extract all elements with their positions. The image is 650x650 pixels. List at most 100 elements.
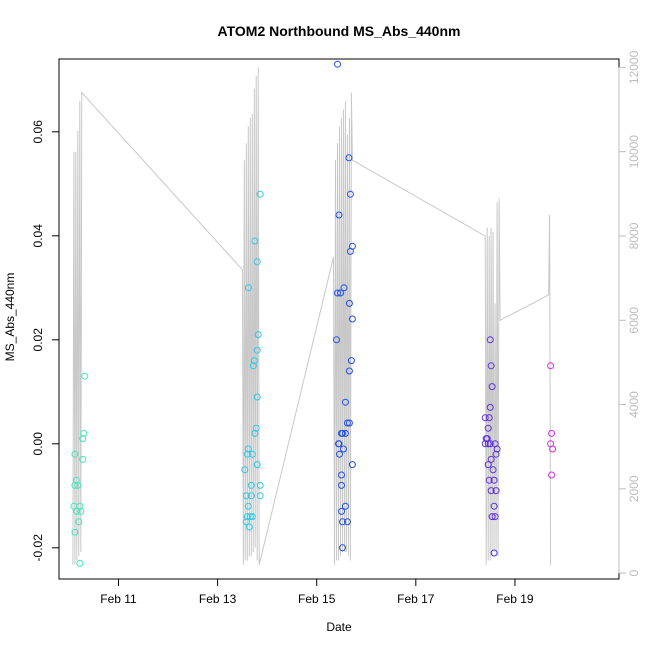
data-point: [244, 284, 252, 292]
data-point: [490, 549, 498, 557]
data-point: [73, 507, 81, 515]
data-point: [338, 471, 345, 479]
x-tick-label: Feb 17: [397, 592, 435, 606]
data-point: [248, 450, 256, 458]
data-point: [251, 429, 259, 437]
data-point: [249, 362, 257, 370]
data-point: [549, 445, 557, 453]
data-point: [548, 471, 556, 479]
data-point: [256, 190, 264, 198]
data-point: [487, 487, 495, 495]
data-point: [481, 440, 489, 448]
y-tick-label: 0.06: [31, 120, 45, 144]
y-axis-label: MS_Abs_440nm: [3, 273, 17, 362]
data-point: [343, 518, 351, 526]
data-point: [548, 429, 556, 437]
y2-tick-label: 0: [627, 569, 641, 576]
data-point: [348, 461, 356, 469]
data-point: [490, 476, 498, 484]
data-point: [492, 487, 500, 495]
data-point: [246, 513, 254, 521]
data-point: [341, 429, 349, 437]
data-point: [340, 284, 348, 292]
data-point: [339, 518, 346, 526]
y-tick-label: -0.02: [31, 534, 45, 562]
data-point: [253, 461, 261, 469]
data-point: [481, 414, 489, 422]
data-point: [242, 492, 250, 500]
data-point: [79, 455, 87, 463]
data-point: [345, 154, 353, 162]
secondary-trace-line: [72, 67, 552, 565]
data-point: [333, 336, 340, 344]
x-axis: Feb 11 Feb 13 Feb 15 Feb 17 Feb 19: [100, 578, 534, 606]
data-point: [484, 461, 492, 469]
data-point: [485, 476, 493, 484]
data-point: [338, 429, 345, 437]
data-point: [340, 445, 347, 453]
data-point: [493, 445, 501, 453]
data-point: [492, 450, 500, 458]
data-point: [345, 367, 353, 375]
data-point: [245, 523, 253, 531]
data-point: [488, 383, 496, 391]
data-point: [253, 258, 261, 266]
data-point: [345, 419, 353, 427]
data-point: [243, 513, 251, 521]
x-tick-label: Feb 15: [298, 592, 336, 606]
data-point: [485, 414, 493, 422]
data-point: [336, 450, 343, 458]
data-point: [244, 445, 252, 453]
data-point: [339, 544, 346, 552]
data-point: [334, 60, 341, 68]
x-tick-label: Feb 13: [199, 592, 237, 606]
data-point: [337, 289, 344, 297]
data-point: [346, 190, 354, 198]
data-point: [338, 507, 345, 515]
x-axis-label: Date: [326, 620, 352, 634]
secondary-trace-layer: [72, 67, 552, 565]
data-point: [253, 393, 261, 401]
x-tick-label: Feb 11: [100, 592, 137, 606]
data-point: [346, 247, 354, 255]
data-point: [242, 518, 250, 526]
data-point: [489, 466, 497, 474]
y-axis-right: 0 2000 4000 6000 8000 10000 12000: [618, 50, 641, 576]
data-point: [335, 211, 343, 219]
data-point: [335, 440, 343, 448]
data-point: [486, 440, 494, 448]
data-point: [484, 424, 492, 432]
data-point: [486, 403, 494, 411]
y-tick-label: 0.02: [31, 328, 45, 352]
data-point: [491, 513, 499, 521]
data-point: [250, 357, 258, 365]
data-point: [488, 513, 496, 521]
series-3: [481, 336, 501, 557]
chart-title: ATOM2 Northbound MS_Abs_440nm: [218, 23, 461, 39]
y2-tick-label: 8000: [627, 222, 641, 249]
y2-tick-label: 4000: [627, 391, 641, 418]
data-point: [547, 362, 555, 370]
data-points-layer: [70, 60, 557, 567]
y2-tick-label: 12000: [627, 50, 641, 84]
data-point: [348, 315, 356, 323]
data-point: [251, 237, 259, 245]
series-4: [547, 362, 557, 479]
data-point: [254, 331, 262, 339]
data-point: [76, 502, 84, 510]
data-point: [252, 424, 260, 432]
data-point: [343, 419, 351, 427]
data-point: [338, 481, 345, 489]
data-point: [487, 362, 495, 370]
data-point: [345, 299, 353, 307]
y2-tick-label: 6000: [627, 307, 641, 334]
data-point: [71, 528, 79, 536]
data-point: [76, 559, 84, 567]
data-point: [244, 502, 252, 510]
data-point: [256, 492, 264, 500]
data-point: [341, 398, 349, 406]
series-1: [241, 190, 264, 531]
y-tick-label: 0.00: [31, 432, 45, 456]
